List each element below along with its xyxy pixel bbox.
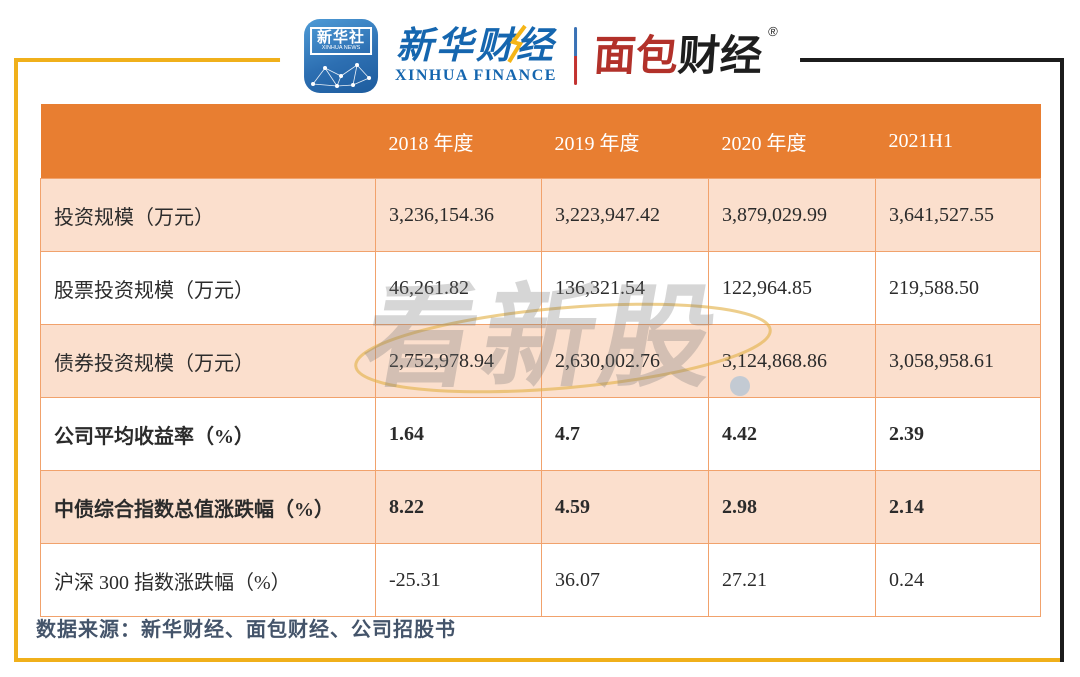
cell-value: 3,641,527.55 (875, 178, 1041, 252)
corner-cell (40, 104, 376, 179)
logo-divider (573, 27, 577, 85)
cell-value: 46,261.82 (375, 251, 542, 325)
table-body: 投资规模（万元） 3,236,154.36 3,223,947.42 3,879,02… (40, 178, 1041, 617)
cell-value: -25.31 (375, 543, 542, 617)
row-label: 股票投资规模（万元） (40, 251, 376, 325)
cell-value: 4.59 (541, 470, 709, 544)
data-source-note: 数据来源：新华财经、面包财经、公司招股书 (36, 619, 456, 641)
cell-value: 2.98 (708, 470, 876, 544)
financial-table: 2018 年度 2019 年度 2020 年度 2021H1 投资规模（万元） 3,23… (40, 104, 1041, 617)
cell-value: 219,588.50 (875, 251, 1041, 325)
frame-right-border (1060, 58, 1064, 662)
cell-value: 4.7 (541, 397, 709, 471)
xinhua-finance-en: XINHUA FINANCE (395, 67, 557, 84)
table-row: 沪深 300 指数涨跌幅（%） -25.31 36.07 27.21 0.24 (40, 543, 1041, 617)
table-row: 股票投资规模（万元） 46,261.82 136,321.54 122,964.85 2… (40, 251, 1041, 325)
registered-mark: ® (767, 24, 779, 39)
column-header: 2019 年度 (541, 104, 709, 179)
bread-finance-cn-dark: 财经 (676, 32, 764, 79)
cell-value: 2.14 (875, 470, 1041, 544)
table-row: 公司平均收益率（%） 1.64 4.7 4.42 2.39 (40, 397, 1041, 471)
cell-value: 36.07 (541, 543, 709, 617)
cell-value: 3,879,029.99 (708, 178, 876, 252)
constellation-icon (311, 63, 372, 88)
row-label: 中债综合指数总值涨跌幅（%） (40, 470, 376, 544)
xinhua-news-en-label: XINHUA NEWS (321, 45, 361, 51)
cell-value: 3,236,154.36 (375, 178, 542, 252)
cell-value: 2.39 (875, 397, 1041, 471)
xinhua-finance-cn: 新华财经 (395, 26, 556, 67)
table-row: 债券投资规模（万元） 2,752,978.94 2,630,002.76 3,124,… (40, 324, 1041, 398)
cell-value: 3,223,947.42 (541, 178, 709, 252)
cell-value: 136,321.54 (541, 251, 709, 325)
lightning-icon (507, 24, 527, 64)
column-header: 2021H1 (875, 104, 1041, 179)
xinhua-news-badge: 新华社 XINHUA NEWS (310, 27, 373, 55)
table-header-row: 2018 年度 2019 年度 2020 年度 2021H1 (40, 104, 1041, 179)
table-row: 中债综合指数总值涨跌幅（%） 8.22 4.59 2.98 2.14 (40, 470, 1041, 544)
cell-value: 4.42 (708, 397, 876, 471)
bread-finance-cn-red: 面包 (592, 32, 680, 79)
row-label: 公司平均收益率（%） (40, 397, 376, 471)
cell-value: 0.24 (875, 543, 1041, 617)
row-label: 债券投资规模（万元） (40, 324, 376, 398)
row-label: 沪深 300 指数涨跌幅（%） (40, 543, 376, 617)
cell-value: 122,964.85 (708, 251, 876, 325)
frame-left-border (14, 58, 18, 662)
cell-value: 8.22 (375, 470, 542, 544)
xinhua-news-app-icon: 新华社 XINHUA NEWS (304, 19, 379, 93)
column-header: 2018 年度 (375, 104, 542, 179)
xinhua-finance-logo: 新华财经 XINHUA FINANCE (395, 24, 557, 84)
bread-finance-logo: 面包财经 ® (592, 24, 778, 79)
cell-value: 2,752,978.94 (375, 324, 542, 398)
cell-value: 2,630,002.76 (541, 324, 709, 398)
cell-value: 27.21 (708, 543, 876, 617)
cell-value: 3,124,868.86 (708, 324, 876, 398)
row-label: 投资规模（万元） (40, 178, 376, 252)
frame-bottom-border (14, 658, 1060, 662)
cell-value: 3,058,958.61 (875, 324, 1041, 398)
column-header: 2020 年度 (708, 104, 876, 179)
table-row: 投资规模（万元） 3,236,154.36 3,223,947.42 3,879,02… (40, 178, 1041, 252)
xinhua-news-cn-label: 新华社 (317, 29, 366, 46)
cell-value: 1.64 (375, 397, 542, 471)
logo-banner: 新华社 XINHUA NEWS 新华财经 XINHUA FINANCE (280, 10, 800, 102)
